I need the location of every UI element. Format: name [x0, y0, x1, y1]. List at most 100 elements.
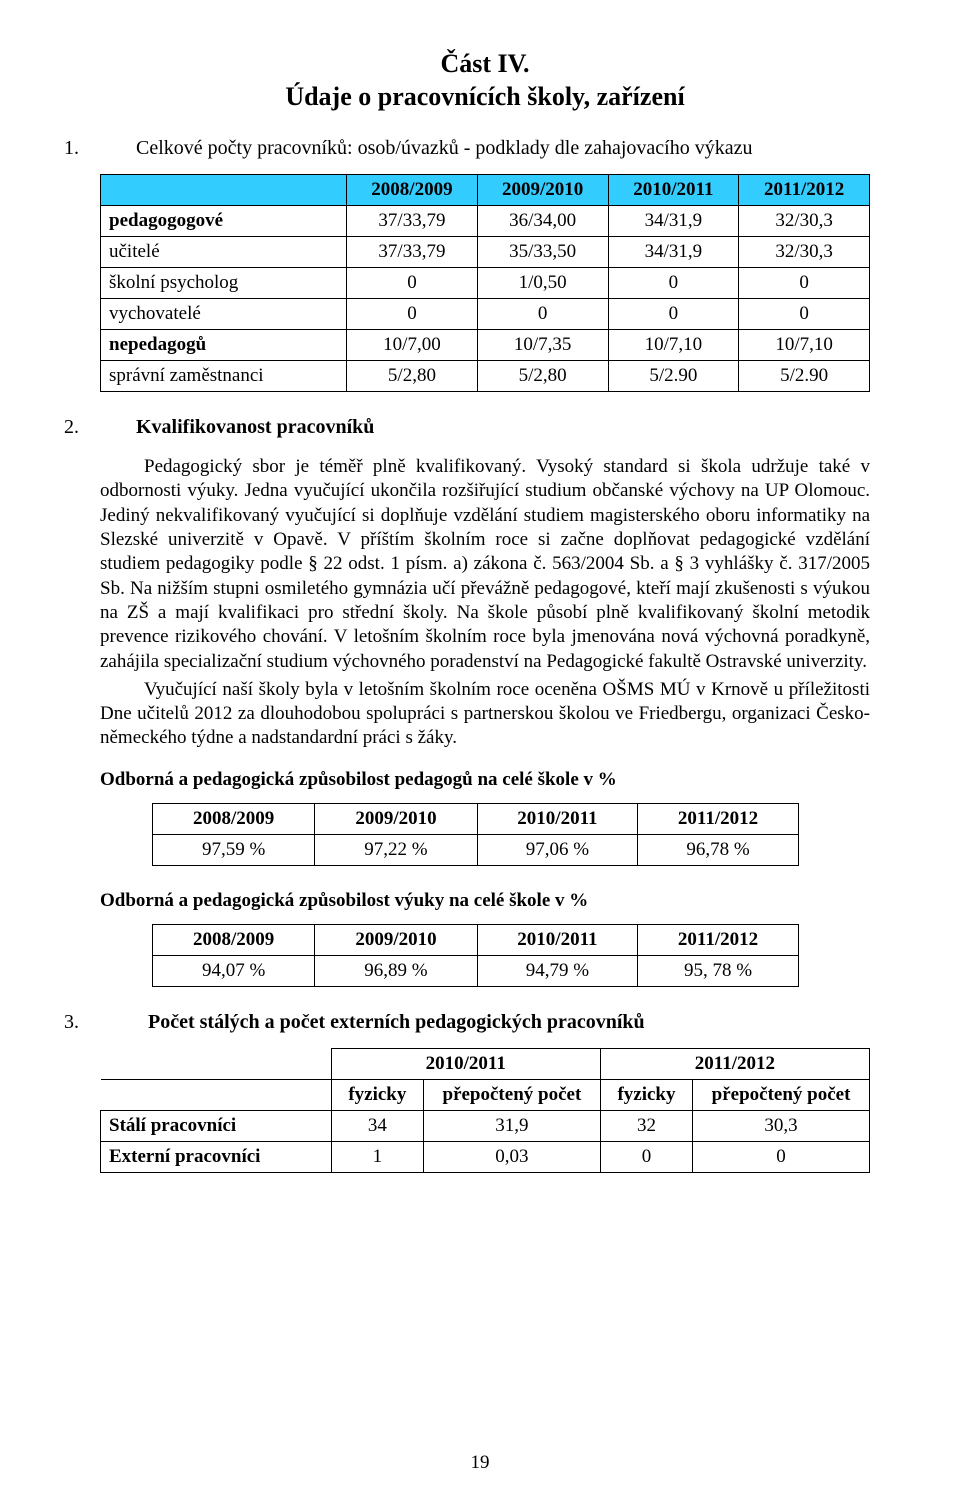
section-1-num: 1. — [100, 137, 136, 160]
table-header-cell: přepočtený počet — [693, 1079, 870, 1110]
table-row: 2008/2009 2009/2010 2010/2011 2011/2012 — [101, 175, 870, 206]
table-header-cell: 2010/2011 — [608, 175, 739, 206]
table-header-cell: 2010/2011 — [331, 1048, 600, 1079]
page-number: 19 — [0, 1452, 960, 1474]
table-cell: 94,07 % — [153, 955, 315, 986]
table-header-cell — [101, 175, 347, 206]
table-row: pedagogogové37/33,7936/34,0034/31,932/30… — [101, 206, 870, 237]
table-cell: 31,9 — [423, 1110, 600, 1141]
table-row: nepedagogů10/7,0010/7,3510/7,1010/7,10 — [101, 330, 870, 361]
table-cell: vychovatelé — [101, 299, 347, 330]
section-2-text: Kvalifikovanost pracovníků — [136, 416, 374, 438]
table-cell: 34 — [331, 1110, 423, 1141]
table-cell: 1/0,50 — [477, 268, 608, 299]
table-cell: 97,06 % — [477, 834, 638, 865]
section-3-title: 3.Počet stálých a počet externích pedago… — [100, 1011, 870, 1034]
table-header-cell: 2011/2012 — [638, 924, 799, 955]
table-row: Externí pracovníci10,0300 — [101, 1141, 870, 1172]
table-row: fyzicky přepočtený počet fyzicky přepočt… — [101, 1079, 870, 1110]
part-title: Část IV. — [100, 48, 870, 81]
table-cell: 5/2,80 — [347, 361, 478, 392]
table-cell: 5/2,80 — [477, 361, 608, 392]
table-cell: 0 — [693, 1141, 870, 1172]
table-cell: správní zaměstnanci — [101, 361, 347, 392]
table-cell: 32/30,3 — [739, 237, 870, 268]
table-row: 97,59 % 97,22 % 97,06 % 96,78 % — [153, 834, 799, 865]
section-2-num: 2. — [100, 416, 136, 439]
table-cell: 10/7,35 — [477, 330, 608, 361]
table-pedagogu-pct: 2008/2009 2009/2010 2010/2011 2011/2012 … — [152, 803, 799, 866]
table-header-cell: 2009/2010 — [477, 175, 608, 206]
table-cell: 97,22 % — [315, 834, 477, 865]
table-row: 94,07 % 96,89 % 94,79 % 95, 78 % — [153, 955, 799, 986]
table-cell: 0 — [608, 268, 739, 299]
table-cell: 0 — [608, 299, 739, 330]
table-header-cell — [101, 1079, 332, 1110]
table-header-cell: 2008/2009 — [153, 924, 315, 955]
table-cell: školní psycholog — [101, 268, 347, 299]
table-cell: 34/31,9 — [608, 237, 739, 268]
subhead-pedagogu: Odborná a pedagogická způsobilost pedago… — [100, 769, 870, 791]
table-header-cell: fyzicky — [600, 1079, 692, 1110]
table-header-cell: přepočtený počet — [423, 1079, 600, 1110]
table-cell: 0 — [739, 268, 870, 299]
table-header-cell: 2011/2012 — [739, 175, 870, 206]
table-cell: 34/31,9 — [608, 206, 739, 237]
table-cell: 32/30,3 — [739, 206, 870, 237]
section-2-para-2: Vyučující naší školy byla v letošním ško… — [100, 678, 870, 751]
table-header-cell: 2011/2012 — [638, 803, 799, 834]
table-cell: 10/7,10 — [739, 330, 870, 361]
section-1-text: Celkové počty pracovníků: osob/úvazků - … — [136, 137, 752, 159]
table-worker-counts: 2008/2009 2009/2010 2010/2011 2011/2012 … — [100, 174, 870, 392]
table-cell: Externí pracovníci — [101, 1141, 332, 1172]
table-cell: 0 — [739, 299, 870, 330]
table-cell: 32 — [600, 1110, 692, 1141]
table-cell: 10/7,10 — [608, 330, 739, 361]
table-cell: 30,3 — [693, 1110, 870, 1141]
table-cell: 96,78 % — [638, 834, 799, 865]
section-2-title: 2.Kvalifikovanost pracovníků — [100, 416, 870, 439]
table-cell: 95, 78 % — [638, 955, 799, 986]
table-cell: učitelé — [101, 237, 347, 268]
table-cell: 37/33,79 — [347, 206, 478, 237]
table-row: správní zaměstnanci5/2,805/2,805/2.905/2… — [101, 361, 870, 392]
table-cell: 0 — [600, 1141, 692, 1172]
section-3-text: Počet stálých a počet externích pedagogi… — [148, 1011, 645, 1033]
table-cell: 37/33,79 — [347, 237, 478, 268]
table-cell: 0,03 — [423, 1141, 600, 1172]
table-header-cell: 2008/2009 — [153, 803, 315, 834]
table-row: vychovatelé0000 — [101, 299, 870, 330]
table-header-cell: 2010/2011 — [477, 924, 638, 955]
table-cell: 94,79 % — [477, 955, 638, 986]
table-row: školní psycholog01/0,5000 — [101, 268, 870, 299]
table-header-cell: 2010/2011 — [477, 803, 638, 834]
table-row: učitelé37/33,7935/33,5034/31,932/30,3 — [101, 237, 870, 268]
table-row: 2008/2009 2009/2010 2010/2011 2011/2012 — [153, 924, 799, 955]
section-3-num: 3. — [100, 1011, 148, 1034]
table-cell: 96,89 % — [315, 955, 477, 986]
table-row: 2010/2011 2011/2012 — [101, 1048, 870, 1079]
table-header-cell — [101, 1048, 332, 1079]
table-cell: pedagogogové — [101, 206, 347, 237]
table-cell: 36/34,00 — [477, 206, 608, 237]
table-cell: nepedagogů — [101, 330, 347, 361]
table-cell: 0 — [347, 268, 478, 299]
table-cell: 97,59 % — [153, 834, 315, 865]
table-header-cell: 2009/2010 — [315, 803, 477, 834]
table-row: 2008/2009 2009/2010 2010/2011 2011/2012 — [153, 803, 799, 834]
table-cell: 5/2.90 — [739, 361, 870, 392]
part-subtitle: Údaje o pracovnících školy, zařízení — [100, 81, 870, 114]
subhead-vyuky: Odborná a pedagogická způsobilost výuky … — [100, 890, 870, 912]
table-cell: 0 — [477, 299, 608, 330]
table-header-cell: 2011/2012 — [600, 1048, 869, 1079]
section-1-title: 1.Celkové počty pracovníků: osob/úvazků … — [100, 137, 870, 160]
table-header-cell: fyzicky — [331, 1079, 423, 1110]
section-2-para-1: Pedagogický sbor je téměř plně kvalifiko… — [100, 455, 870, 674]
table-cell: 10/7,00 — [347, 330, 478, 361]
table-row: Stálí pracovníci3431,93230,3 — [101, 1110, 870, 1141]
table-cell: 5/2.90 — [608, 361, 739, 392]
table-cell: 35/33,50 — [477, 237, 608, 268]
table-cell: Stálí pracovníci — [101, 1110, 332, 1141]
table-header-cell: 2009/2010 — [315, 924, 477, 955]
table-cell: 1 — [331, 1141, 423, 1172]
